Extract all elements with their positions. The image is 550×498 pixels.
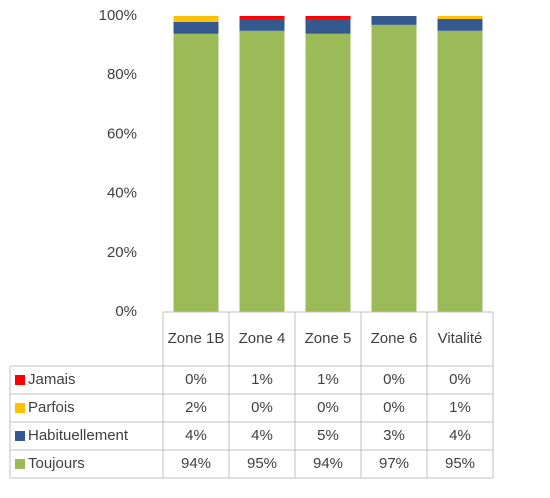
value-label: 3% — [383, 427, 405, 444]
value-label: 4% — [185, 427, 207, 444]
value-label: 0% — [383, 371, 405, 388]
legend-label: Toujours — [28, 455, 85, 472]
category-label: Zone 6 — [371, 330, 418, 347]
legend-swatch — [15, 459, 25, 469]
y-tick-label: 40% — [107, 185, 137, 202]
category-label: Zone 5 — [305, 330, 352, 347]
bar-segment — [305, 33, 351, 312]
bar-segment — [173, 33, 219, 312]
y-tick-label: 20% — [107, 244, 137, 261]
value-label: 0% — [383, 399, 405, 416]
value-label: 94% — [181, 455, 211, 472]
bar-segment — [305, 16, 351, 19]
value-label: 1% — [317, 371, 339, 388]
value-label: 0% — [185, 371, 207, 388]
value-label: 94% — [313, 455, 343, 472]
y-tick-label: 100% — [99, 7, 137, 24]
value-label: 0% — [251, 399, 273, 416]
category-label: Zone 4 — [239, 330, 286, 347]
bar-segment — [371, 16, 417, 25]
bar-segment — [305, 18, 351, 34]
value-label: 2% — [185, 399, 207, 416]
bar-segment — [239, 30, 285, 313]
bar-segment — [437, 18, 483, 31]
y-tick-label: 60% — [107, 125, 137, 142]
legend-label: Jamais — [28, 371, 76, 388]
bar-segment — [437, 30, 483, 313]
value-label: 0% — [449, 371, 471, 388]
value-label: 0% — [317, 399, 339, 416]
value-label: 5% — [317, 427, 339, 444]
value-label: 97% — [379, 455, 409, 472]
bar-segment — [437, 16, 483, 19]
legend-swatch — [15, 375, 25, 385]
category-label: Vitalité — [438, 330, 483, 347]
y-tick-label: 0% — [115, 303, 137, 320]
y-tick-label: 80% — [107, 66, 137, 83]
bar-segment — [239, 18, 285, 31]
bar-segment — [173, 16, 219, 22]
legend-label: Habituellement — [28, 427, 129, 444]
value-label: 1% — [251, 371, 273, 388]
value-label: 4% — [449, 427, 471, 444]
bar-segment — [239, 16, 285, 19]
bar-segment — [371, 24, 417, 312]
bar-segment — [173, 21, 219, 34]
value-label: 95% — [445, 455, 475, 472]
category-label: Zone 1B — [168, 330, 225, 347]
value-label: 1% — [449, 399, 471, 416]
value-label: 95% — [247, 455, 277, 472]
value-label: 4% — [251, 427, 273, 444]
legend-swatch — [15, 431, 25, 441]
legend-label: Parfois — [28, 399, 75, 416]
legend-swatch — [15, 403, 25, 413]
